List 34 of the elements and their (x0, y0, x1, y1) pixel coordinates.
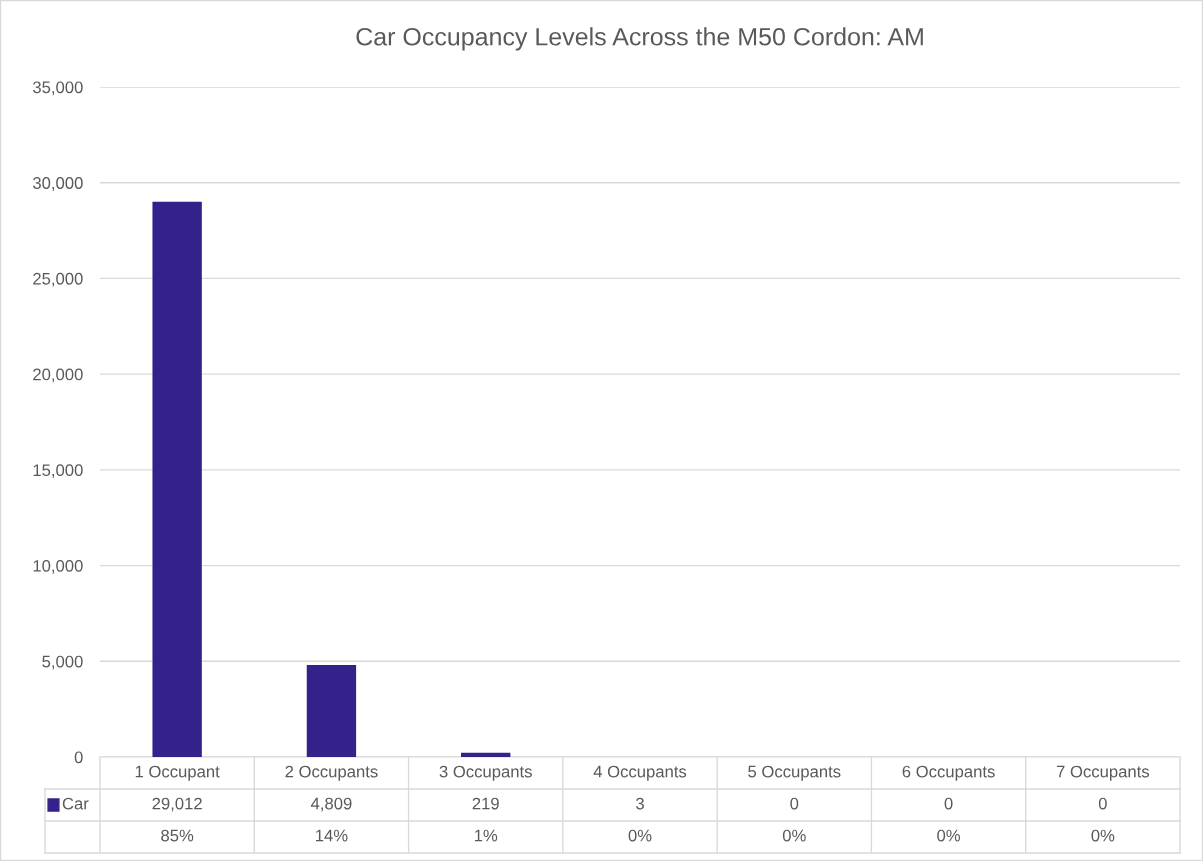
text: 0% (782, 829, 806, 842)
y-tick-label: 20,000 (33, 368, 83, 383)
bar (152, 201, 202, 757)
x-tick-label: 2 Occupants (285, 765, 378, 781)
data-label: 29,012 (152, 797, 202, 812)
x-tick-label: 7 Occupants (1056, 765, 1150, 781)
chart-title: Car Occupancy Levels Across the M50 Cordon: AM (356, 27, 923, 51)
y-tick-label: 5,000 (42, 655, 83, 670)
x-tick-label: 5 Occupants (748, 765, 841, 781)
y-tick-label: 35,000 (33, 81, 83, 96)
legend-label: Car (62, 797, 89, 810)
text: 1% (474, 829, 498, 842)
bar (461, 752, 511, 757)
data-label: 0 (790, 797, 799, 810)
y-tick-label: 10,000 (33, 559, 83, 574)
text: 85% (161, 829, 194, 842)
text: 0% (937, 829, 961, 842)
text: 0% (1091, 829, 1115, 842)
bar (306, 664, 357, 757)
data-label: 219 (472, 797, 499, 810)
x-tick-label: 1 Occupant (135, 765, 220, 781)
y-tick-label: 15,000 (33, 464, 83, 479)
y-tick-label: 25,000 (33, 272, 83, 287)
data-label: 0 (944, 797, 953, 810)
x-tick-label: 6 Occupants (902, 765, 995, 781)
text: 14% (316, 829, 348, 842)
data-label: 4,809 (310, 797, 352, 812)
data-label: 0 (1098, 797, 1107, 810)
y-tick-label: 0 (74, 751, 83, 764)
text: 0% (628, 829, 652, 842)
data-label: 3 (636, 797, 644, 810)
x-tick-label: 4 Occupants (593, 765, 687, 781)
y-tick-label: 30,000 (33, 177, 83, 191)
x-tick-label: 3 Occupants (439, 765, 532, 781)
